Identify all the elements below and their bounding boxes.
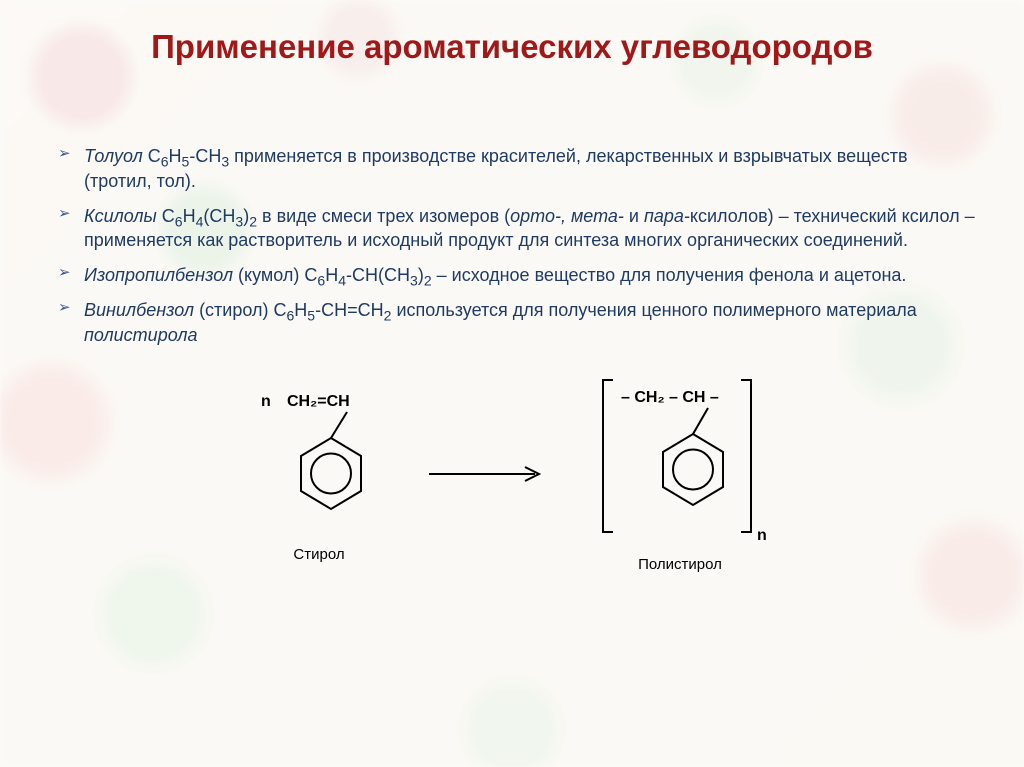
aromatic-ring-2 bbox=[673, 449, 713, 489]
bullet-list: Толуол C6H5-CH3 применяется в производст… bbox=[48, 144, 976, 348]
bond-line bbox=[331, 412, 347, 438]
bracket-left bbox=[603, 380, 613, 532]
reaction-diagram: n CH₂=CH Стирол bbox=[48, 376, 976, 573]
molecule-styrene: n CH₂=CH Стирол bbox=[249, 386, 389, 563]
molecule-polystyrene: n – CH₂ – CH – Полистирол bbox=[585, 376, 775, 573]
bond-line-2 bbox=[693, 408, 708, 434]
styrene-label: Стирол bbox=[293, 546, 344, 563]
slide-title: Применение ароматических углеводородов bbox=[48, 28, 976, 66]
polystyrene-structure: n – CH₂ – CH – bbox=[585, 376, 775, 546]
bullet-item: Винилбензол (стирол) C6H5-CH=CH2 использ… bbox=[58, 298, 976, 348]
polystyrene-top-formula: – CH₂ – CH – bbox=[621, 389, 719, 406]
bullet-item: Толуол C6H5-CH3 применяется в производст… bbox=[58, 144, 976, 194]
bullet-item: Ксилолы C6H4(CH3)2 в виде смеси трех изо… bbox=[58, 204, 976, 254]
polymer-subscript: n bbox=[757, 527, 767, 544]
slide-content: Применение ароматических углеводородов Т… bbox=[0, 0, 1024, 767]
polystyrene-label: Полистирол bbox=[638, 556, 722, 573]
styrene-structure: n CH₂=CH bbox=[249, 386, 389, 536]
bullet-item: Изопропилбензол (кумол) C6H4-CH(CH3)2 – … bbox=[58, 263, 976, 288]
bracket-right bbox=[741, 380, 751, 532]
reaction-arrow bbox=[427, 464, 547, 484]
styrene-top-formula: CH₂=CH bbox=[287, 393, 350, 410]
coeff-n: n bbox=[261, 393, 271, 410]
aromatic-ring bbox=[311, 453, 351, 493]
